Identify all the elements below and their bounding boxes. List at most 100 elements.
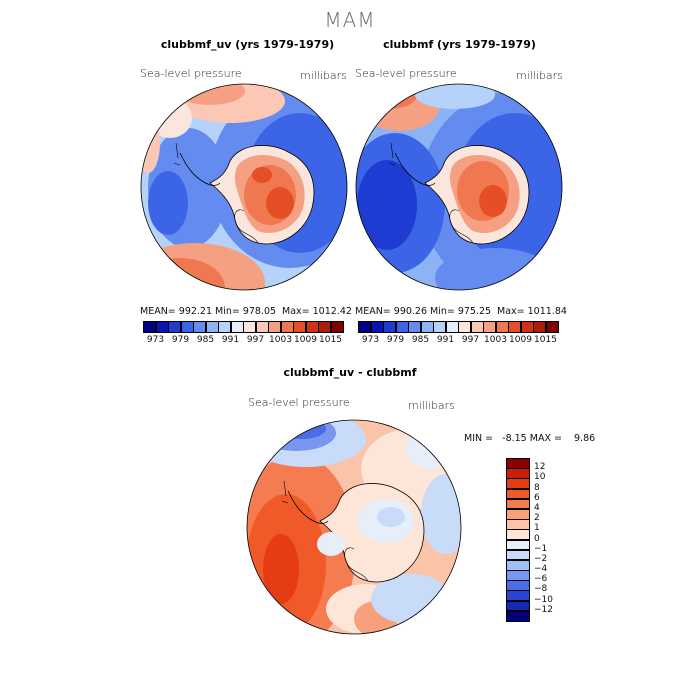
colorbar-swatch [508, 321, 521, 333]
colorbar-swatch [506, 610, 530, 622]
colorbar-tick-label: −12 [534, 604, 553, 615]
colorbar-swatch [506, 488, 530, 500]
panel-2-colorbar [358, 321, 559, 333]
colorbar-swatch [293, 321, 306, 333]
colorbar-swatch [143, 321, 156, 333]
colorbar-swatch [506, 519, 530, 530]
colorbar-swatch [506, 539, 530, 551]
panel-2-mean: MEAN= 990.26 [355, 306, 428, 317]
colorbar-swatch [506, 529, 530, 540]
colorbar-swatch [506, 458, 530, 469]
colorbar-swatch [358, 321, 371, 333]
colorbar-swatch [155, 321, 169, 333]
panel-1-colorbar-ticks: 973 979 985 991 997 1003 1009 1015 [143, 335, 343, 347]
colorbar-tick-label: 985 [196, 335, 215, 345]
colorbar-swatch [470, 321, 484, 333]
colorbar-tick-label: 1 [534, 523, 540, 534]
panel-1-variable-label: Sea-level pressure [140, 67, 242, 80]
colorbar-tick-label: 973 [146, 335, 165, 345]
colorbar-tick-label: −8 [534, 584, 548, 595]
panel-2-max: Max= 1011.84 [497, 306, 567, 317]
season-title: MAM [324, 8, 376, 32]
difference-colorbar-ticks: 12 10 8 6 4 2 1 0 −1 −2 −4 −6 −8 −10 −12 [534, 458, 574, 621]
colorbar-tick-label: 0 [534, 533, 540, 544]
colorbar-swatch [230, 321, 244, 333]
colorbar-swatch [506, 559, 530, 571]
colorbar-tick-label: 1009 [294, 335, 317, 345]
difference-units-label: millibars [408, 399, 455, 412]
colorbar-swatch [168, 321, 181, 333]
colorbar-swatch [243, 321, 256, 333]
colorbar-swatch [180, 321, 194, 333]
colorbar-tick-label: 1009 [509, 335, 532, 345]
panel-1-colorbar [143, 321, 344, 333]
colorbar-tick-label: −6 [534, 574, 548, 585]
colorbar-swatch [495, 321, 509, 333]
panel-1-title: clubbmf_uv (yrs 1979-1979) [160, 38, 335, 51]
colorbar-tick-label: 1015 [319, 335, 342, 345]
colorbar-swatch [383, 321, 396, 333]
colorbar-swatch [280, 321, 294, 333]
colorbar-swatch [205, 321, 219, 333]
colorbar-tick-label: −10 [534, 594, 553, 605]
panel-1-max: Max= 1012.42 [282, 306, 352, 317]
panel-2-units-label: millibars [516, 69, 563, 82]
panel-2-min: Min= 975.25 [430, 306, 492, 317]
colorbar-swatch [533, 321, 546, 333]
panel-2-variable-label: Sea-level pressure [355, 67, 457, 80]
colorbar-tick-label: 10 [534, 472, 546, 483]
colorbar-tick-label: 6 [534, 492, 540, 503]
colorbar-swatch [506, 498, 530, 510]
difference-variable-label: Sea-level pressure [248, 396, 350, 409]
colorbar-tick-label: 12 [534, 462, 546, 473]
colorbar-tick-label: 991 [436, 335, 455, 345]
colorbar-swatch [458, 321, 471, 333]
colorbar-swatch [445, 321, 459, 333]
colorbar-tick-label: 2 [534, 513, 540, 524]
colorbar-tick-label: 8 [534, 482, 540, 493]
panel-1-mean: MEAN= 992.21 [140, 306, 213, 317]
colorbar-tick-label: 1015 [534, 335, 557, 345]
colorbar-tick-label: 997 [461, 335, 480, 345]
difference-colorbar [506, 458, 530, 622]
panel-1-map [140, 83, 348, 291]
colorbar-swatch [330, 321, 344, 333]
colorbar-swatch [305, 321, 319, 333]
colorbar-swatch [268, 321, 281, 333]
colorbar-tick-label: 4 [534, 502, 540, 513]
colorbar-swatch [506, 478, 530, 490]
colorbar-swatch [545, 321, 559, 333]
colorbar-tick-label: 979 [171, 335, 190, 345]
colorbar-swatch [395, 321, 409, 333]
difference-minmax: MIN = -8.15 MAX = 9.86 [464, 433, 596, 444]
colorbar-tick-label: −2 [534, 553, 548, 564]
colorbar-swatch [218, 321, 231, 333]
colorbar-tick-label: 1003 [269, 335, 292, 345]
panel-1-min: Min= 978.05 [215, 306, 277, 317]
colorbar-swatch [506, 570, 530, 581]
colorbar-tick-label: 991 [221, 335, 240, 345]
colorbar-swatch [506, 468, 530, 479]
colorbar-tick-label: 997 [246, 335, 265, 345]
colorbar-swatch [420, 321, 434, 333]
colorbar-swatch [318, 321, 331, 333]
colorbar-swatch [506, 600, 530, 612]
colorbar-swatch [506, 508, 530, 520]
colorbar-swatch [433, 321, 446, 333]
colorbar-swatch [483, 321, 496, 333]
colorbar-tick-label: −1 [534, 543, 548, 554]
colorbar-tick-label: 1003 [484, 335, 507, 345]
colorbar-swatch [506, 580, 530, 591]
colorbar-swatch [408, 321, 421, 333]
colorbar-swatch [193, 321, 206, 333]
colorbar-tick-label: 985 [411, 335, 430, 345]
panel-2-colorbar-ticks: 973 979 985 991 997 1003 1009 1015 [358, 335, 558, 347]
colorbar-swatch [506, 590, 530, 602]
colorbar-swatch [520, 321, 534, 333]
colorbar-swatch [370, 321, 384, 333]
colorbar-tick-label: 973 [361, 335, 380, 345]
difference-title: clubbmf_uv - clubbmf [283, 366, 417, 379]
colorbar-swatch [255, 321, 269, 333]
colorbar-swatch [506, 549, 530, 561]
colorbar-tick-label: 979 [386, 335, 405, 345]
